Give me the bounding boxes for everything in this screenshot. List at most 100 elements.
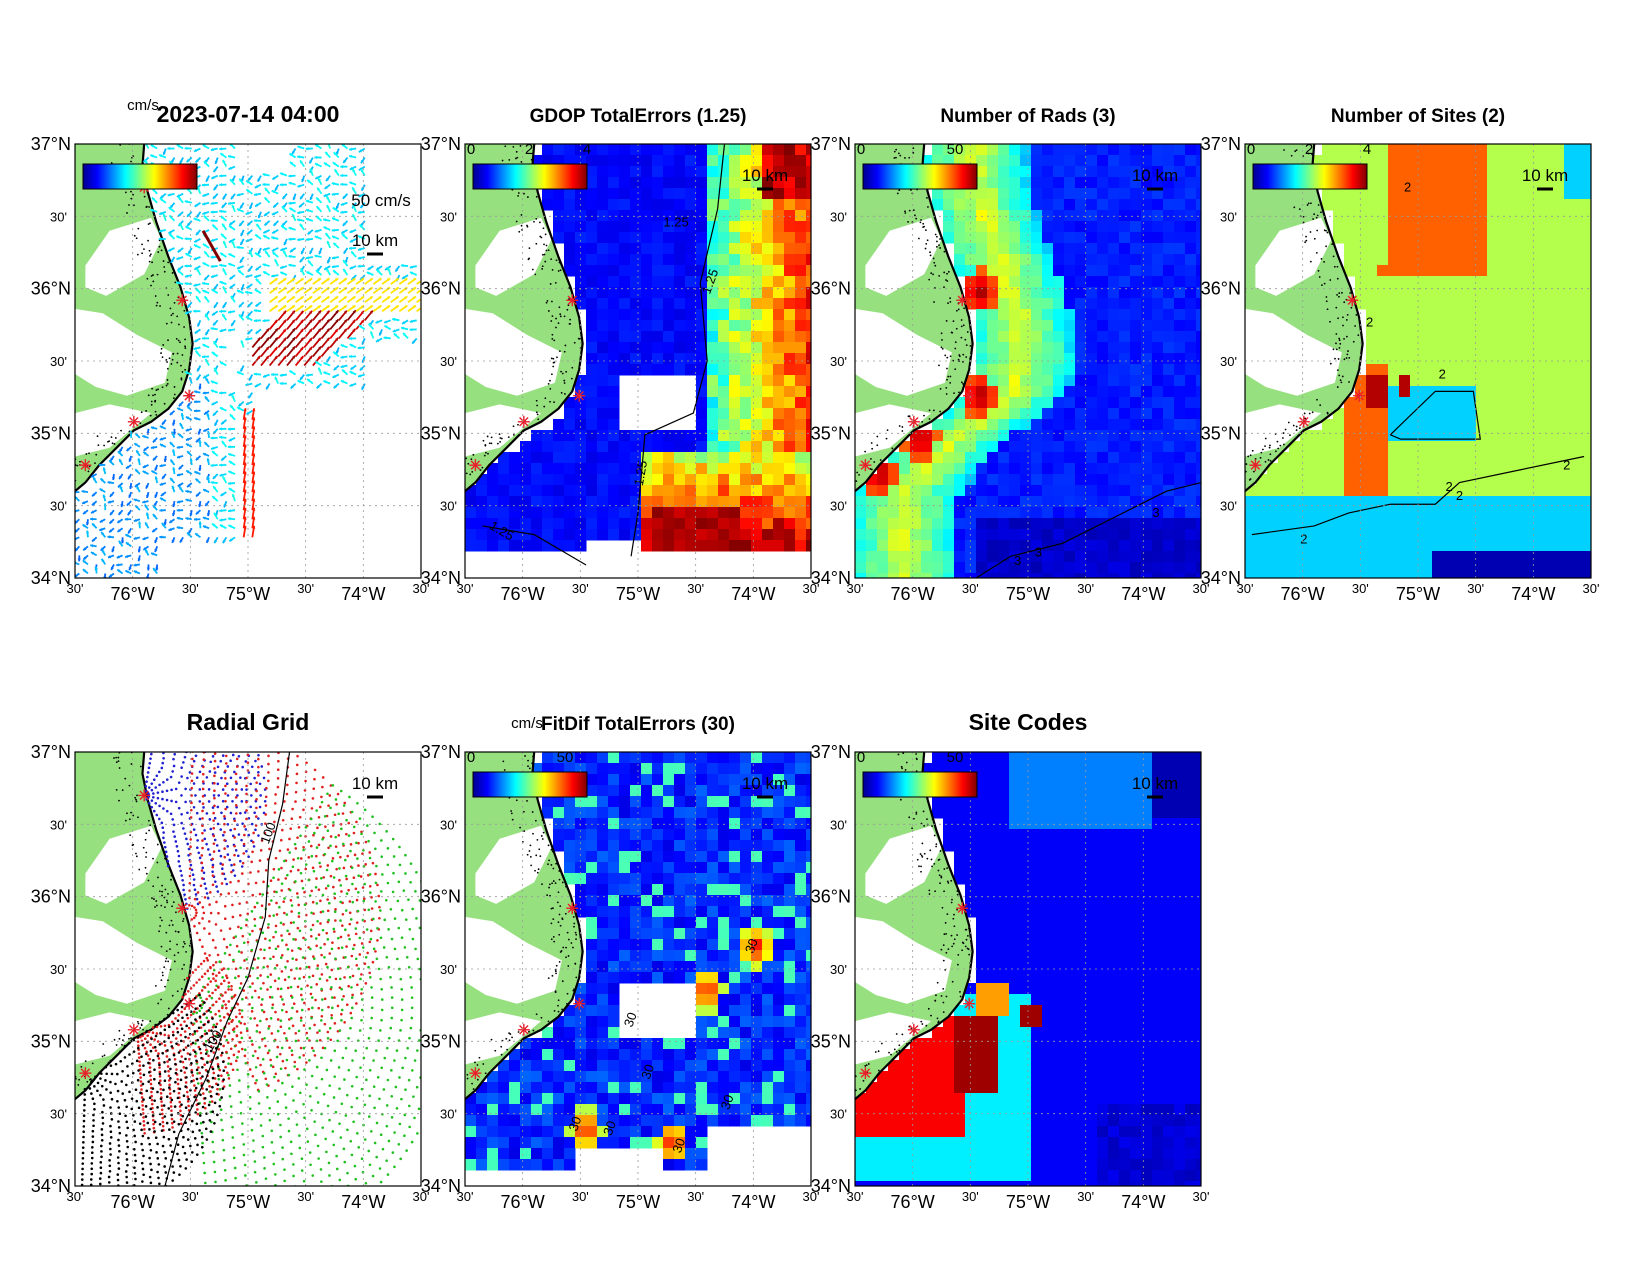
latitude-label: 37°N xyxy=(31,742,71,762)
latitude-label: 34°N xyxy=(421,1176,461,1196)
latitude-label: 36°N xyxy=(421,887,461,907)
latitude-label: 36°N xyxy=(421,279,461,299)
coastline xyxy=(855,752,974,1101)
panel-title: Radial Grid xyxy=(187,709,310,735)
latitude-minor-label: 30' xyxy=(830,962,847,977)
colorbar-tick-label: 4 xyxy=(583,141,591,158)
axes-frame xyxy=(464,751,812,1187)
latitude-label: 35°N xyxy=(1201,423,1241,443)
latitude-minor-label: 30' xyxy=(440,1107,457,1122)
radar-site-markers xyxy=(79,789,196,1080)
latitude-label: 34°N xyxy=(421,568,461,588)
latitude-minor-label: 30' xyxy=(50,499,67,514)
latitude-label: 37°N xyxy=(1201,134,1241,154)
latitude-label: 35°N xyxy=(421,1031,461,1051)
longitude-minor-label: 30' xyxy=(413,1189,430,1204)
coastline xyxy=(75,144,194,493)
longitude-label: 76°W xyxy=(111,584,155,604)
graticule xyxy=(855,752,1201,1186)
latitude-minor-label: 30' xyxy=(440,209,457,224)
panel-fitdif: 30 30 30 30 30 30 30 0 50 cm/s 10 km FitDif TotalEr… xyxy=(421,714,820,1212)
longitude-minor-label: 30' xyxy=(1583,581,1600,596)
contour-line xyxy=(630,144,726,557)
panel-title: 2023-07-14 04:00 xyxy=(157,101,340,127)
data-field xyxy=(465,144,811,552)
latitude-minor-label: 30' xyxy=(440,354,457,369)
colorbar-tick-label: 2 xyxy=(1305,141,1313,158)
latitude-label: 35°N xyxy=(421,423,461,443)
longitude-minor-label: 30' xyxy=(572,581,589,596)
latitude-minor-label: 30' xyxy=(50,209,67,224)
latitude-label: 37°N xyxy=(421,134,461,154)
coastline xyxy=(465,144,584,493)
graticule xyxy=(465,752,811,1186)
latitude-label: 35°N xyxy=(31,423,71,443)
contour-label: 30 xyxy=(565,1114,584,1133)
latitude-minor-label: 30' xyxy=(830,209,847,224)
longitude-minor-label: 30' xyxy=(1352,581,1369,596)
axes-frame xyxy=(854,143,1202,579)
graticule xyxy=(75,752,421,1186)
colorbar-tick-label: 50 xyxy=(557,749,574,766)
longitude-label: 75°W xyxy=(616,1192,660,1212)
radar-site-markers xyxy=(859,294,976,472)
coastline xyxy=(75,752,194,1101)
latitude-label: 34°N xyxy=(31,1176,71,1196)
isobath-100 xyxy=(164,752,291,1186)
longitude-minor-label: 30' xyxy=(1077,581,1094,596)
longitude-label: 74°W xyxy=(731,1192,775,1212)
contour-line xyxy=(975,481,1201,578)
land-mask xyxy=(465,752,584,1101)
colorbar-tick-label: 50 xyxy=(947,749,964,766)
contour-label: 2 xyxy=(1404,180,1411,195)
colorbar-tick-label: 50 xyxy=(947,141,964,158)
latitude-label: 36°N xyxy=(31,279,71,299)
longitude-minor-label: 30' xyxy=(572,1189,589,1204)
panel-title: Number of Sites (2) xyxy=(1331,106,1505,127)
axes-frame xyxy=(74,143,422,579)
land-mask xyxy=(1245,144,1364,493)
longitude-label: 74°W xyxy=(341,1192,385,1212)
panel-title: Site Codes xyxy=(969,709,1088,735)
latitude-label: 37°N xyxy=(811,134,851,154)
latitude-label: 35°N xyxy=(811,423,851,443)
latitude-minor-label: 30' xyxy=(50,1107,67,1122)
latitude-label: 34°N xyxy=(811,568,851,588)
longitude-label: 76°W xyxy=(891,1192,935,1212)
latitude-minor-label: 30' xyxy=(50,962,67,977)
land-mask xyxy=(75,144,194,493)
longitude-minor-label: 30' xyxy=(67,581,84,596)
longitude-label: 76°W xyxy=(501,1192,545,1212)
longitude-minor-label: 30' xyxy=(1237,581,1254,596)
longitude-label: 76°W xyxy=(891,584,935,604)
latitude-minor-label: 30' xyxy=(440,499,457,514)
contour-label: 3 xyxy=(1035,544,1042,559)
graticule xyxy=(465,144,811,578)
contour-label: 2 xyxy=(1456,488,1463,503)
data-field xyxy=(465,752,811,1171)
contour-label: 30 xyxy=(638,1062,657,1081)
latitude-label: 35°N xyxy=(811,1031,851,1051)
coastline xyxy=(465,752,584,1101)
latitude-minor-label: 30' xyxy=(830,354,847,369)
radar-site-markers xyxy=(469,294,586,472)
latitude-label: 37°N xyxy=(421,742,461,762)
latitude-minor-label: 30' xyxy=(1220,209,1237,224)
radial-grid xyxy=(80,752,421,1186)
longitude-label: 75°W xyxy=(226,584,270,604)
distance-scale-label: 10 km xyxy=(1132,166,1178,185)
longitude-minor-label: 30' xyxy=(182,581,199,596)
colorbar-tick-label: 0 xyxy=(467,141,475,158)
latitude-label: 37°N xyxy=(31,134,71,154)
distance-scale-label: 10 km xyxy=(1522,166,1568,185)
panel-title: FitDif TotalErrors (30) xyxy=(541,714,735,735)
longitude-minor-label: 30' xyxy=(803,581,820,596)
longitude-minor-label: 30' xyxy=(457,581,474,596)
latitude-minor-label: 30' xyxy=(1220,499,1237,514)
longitude-minor-label: 30' xyxy=(182,1189,199,1204)
latitude-label: 34°N xyxy=(811,1176,851,1196)
